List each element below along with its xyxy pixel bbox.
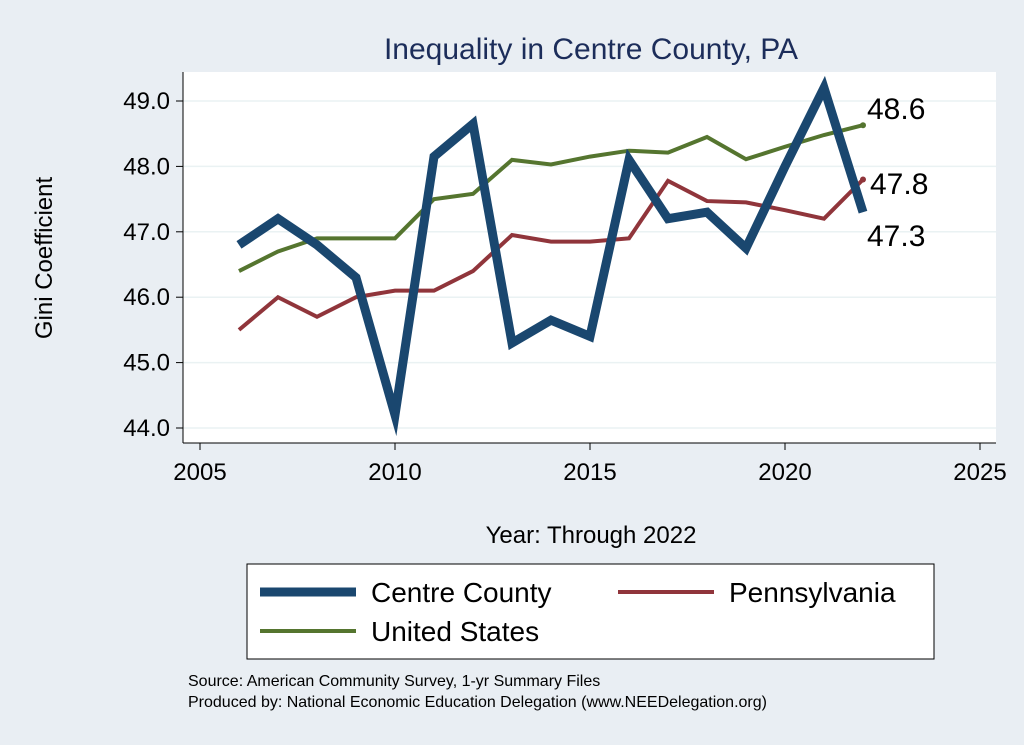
y-tick-label: 44.0 [123, 415, 170, 442]
legend-label-united-states: United States [371, 616, 539, 647]
series-line-centre-county [236, 75, 868, 437]
axes: 44.0 45.0 46.0 47.0 48.0 49.0 2005 2010 2015 2020… [123, 72, 1007, 486]
end-value-label: 47.8 [870, 168, 928, 201]
chart-title: Inequality in Centre County, PA [384, 33, 798, 66]
end-labels-group: 48.6 47.8 47.3 [867, 93, 928, 253]
x-tick-label: 2010 [368, 459, 421, 486]
y-tick-label: 47.0 [123, 219, 170, 246]
y-tick-label: 48.0 [123, 153, 170, 180]
end-marker-pennsylvania [860, 176, 866, 183]
series-group [236, 75, 868, 437]
x-axis-title: Year: Through 2022 [486, 522, 697, 549]
source-note: Source: American Community Survey, 1-yr … [188, 673, 600, 690]
series-line-pennsylvania [237, 178, 865, 332]
x-tick-label: 2020 [758, 459, 811, 486]
x-tick-label: 2025 [953, 459, 1006, 486]
legend-label-pennsylvania: Pennsylvania [729, 577, 896, 608]
series-line-united-states [238, 123, 864, 273]
legend-box [246, 563, 935, 660]
y-tick-label: 45.0 [123, 350, 170, 377]
x-tick-label: 2015 [563, 459, 616, 486]
x-tick-label: 2005 [173, 459, 226, 486]
plot-area [183, 72, 996, 443]
gridlines [183, 100, 996, 429]
produced-by-note: Produced by: National Economic Education… [188, 694, 767, 711]
end-marker-united-states [860, 122, 866, 129]
legend: Centre County Pennsylvania United States [260, 577, 896, 647]
legend-label-centre-county: Centre County [371, 577, 552, 608]
end-value-label: 47.3 [867, 220, 925, 253]
end-value-label: 48.6 [867, 93, 925, 126]
y-tick-label: 46.0 [123, 284, 170, 311]
y-axis-title: Gini Coefficient [31, 177, 58, 340]
y-tick-label: 49.0 [123, 88, 170, 115]
